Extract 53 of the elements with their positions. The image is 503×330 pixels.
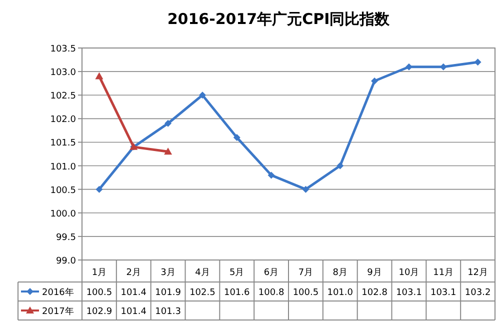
x-tick-label: 5月: [230, 268, 244, 278]
data-label: 102.8: [362, 288, 388, 298]
point: [96, 186, 103, 193]
x-tick-label: 2月: [126, 268, 141, 278]
point: [268, 172, 275, 179]
point: [336, 162, 344, 170]
point: [164, 148, 172, 155]
data-label: 101.4: [120, 307, 147, 317]
x-tick-label: 3月: [160, 268, 176, 278]
legend-label: 2016年: [42, 287, 74, 298]
point: [95, 72, 104, 80]
data-label: 100.5: [86, 288, 112, 298]
data-label: 102.9: [86, 307, 112, 317]
point: [233, 134, 240, 142]
y-tick-label: 100.5: [50, 186, 76, 196]
y-tick-label: 102.5: [50, 92, 76, 102]
data-label: 101.3: [155, 307, 181, 317]
x-tick-label: 11月: [433, 268, 454, 278]
y-tick-label: 100.0: [50, 209, 76, 220]
data-label: 103.1: [396, 288, 422, 298]
chart-title: 2016-2017年广元CPI同比指数: [167, 10, 391, 28]
y-tick-label: 101.5: [50, 138, 76, 149]
x-tick-label: 6月: [264, 268, 279, 278]
point: [440, 63, 447, 70]
y-tick-label: 101.0: [50, 162, 76, 172]
x-tick-label: 8月: [332, 268, 348, 278]
point: [371, 77, 378, 84]
x-tick-label: 10月: [398, 268, 420, 278]
data-label: 101.9: [155, 288, 182, 298]
x-tick-label: 9月: [367, 268, 382, 278]
data-label: 101.6: [224, 288, 250, 298]
data-label: 101.0: [327, 288, 354, 298]
data-label: 100.5: [292, 288, 319, 298]
y-tick-label: 99.5: [56, 232, 76, 243]
y-tick-label: 103.0: [50, 68, 76, 78]
data-label: 101.4: [120, 288, 147, 298]
x-tick-label: 7月: [298, 268, 314, 278]
data-label: 100.8: [258, 288, 284, 298]
legend-label: 2017年: [42, 306, 74, 317]
y-tick-label: 99.0: [56, 256, 76, 266]
point: [198, 92, 206, 99]
point: [405, 63, 412, 70]
point: [164, 120, 172, 127]
data-label: 103.1: [430, 288, 456, 298]
data-label: 103.2: [464, 288, 491, 298]
x-tick-label: 4月: [195, 268, 210, 278]
data-label: 102.5: [190, 288, 216, 298]
point: [302, 186, 310, 193]
x-tick-label: 1月: [92, 268, 107, 278]
point: [474, 58, 482, 66]
x-tick-label: 12月: [468, 268, 488, 278]
y-tick-label: 102.0: [50, 115, 76, 126]
y-tick-label: 103.5: [50, 44, 76, 54]
